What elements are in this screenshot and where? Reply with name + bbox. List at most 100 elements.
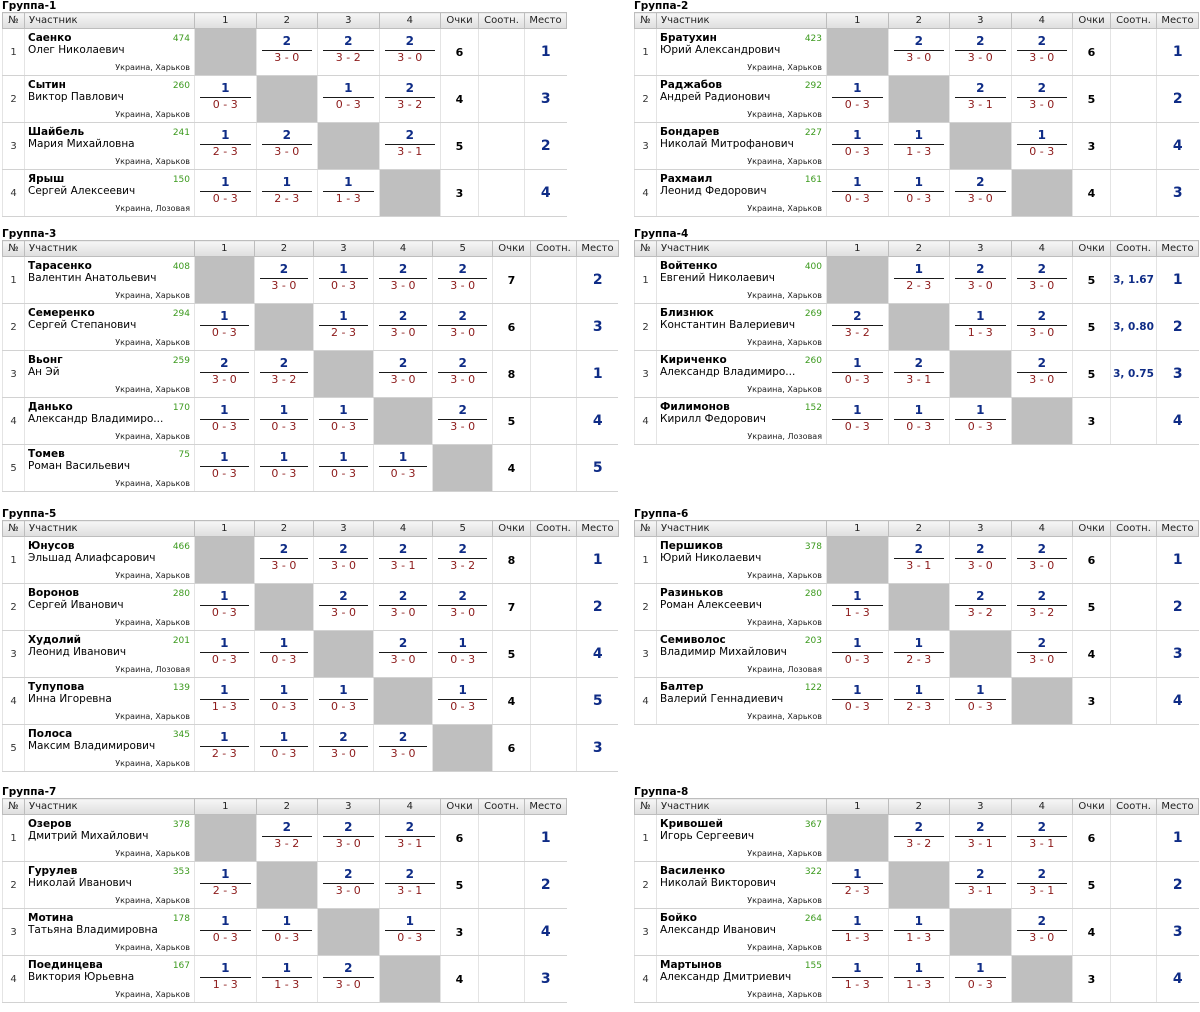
player-info: Озеров 378 Дмитрий Михайлович Украина, Харь… [28, 817, 191, 859]
match-result: 1 2 - 3 [195, 128, 256, 165]
player-rating: 378 [804, 542, 822, 552]
player-surname[interactable]: Бойко [660, 912, 697, 924]
result-divider [438, 558, 487, 559]
player-surname[interactable]: Филимонов [660, 401, 730, 413]
match-points: 2 [405, 81, 414, 95]
match-points: 1 [976, 309, 985, 323]
result-divider [893, 836, 944, 837]
player-surname[interactable]: Раджабов [660, 79, 722, 91]
group-title: Группа-5 [2, 508, 57, 520]
place-cell: 1 [524, 28, 567, 76]
match-points: 2 [220, 356, 229, 370]
result-cell: 2 3 - 0 [949, 256, 1011, 304]
match-score: 3 - 0 [967, 192, 993, 205]
player-surname[interactable]: Войтенко [660, 260, 718, 272]
player-surname[interactable]: Бондарев [660, 126, 720, 138]
result-divider [378, 652, 428, 653]
player-surname[interactable]: Мотина [28, 912, 74, 924]
result-divider [323, 977, 374, 978]
points-cell: 8 [491, 350, 531, 398]
player-surname[interactable]: Семиволос [660, 634, 726, 646]
match-result: 1 0 - 3 [255, 450, 314, 487]
player-city: Украина, Харьков [115, 338, 190, 347]
match-points: 1 [344, 81, 353, 95]
player-surname[interactable]: Братухин [660, 32, 717, 44]
match-points: 2 [344, 820, 353, 834]
place-cell: 4 [575, 397, 619, 445]
match-score: 3 - 0 [450, 279, 476, 292]
player-surname[interactable]: Ярыш [28, 173, 65, 185]
player-city: Украина, Харьков [747, 110, 822, 119]
player-first-name: Евгений Николаевич [660, 272, 775, 284]
player-rating: 75 [178, 450, 190, 460]
player-surname[interactable]: Поединцева [28, 959, 103, 971]
player-first-name: Роман Алексеевич [660, 599, 762, 611]
match-result: 1 1 - 3 [827, 914, 888, 951]
match-score: 3 - 1 [1029, 884, 1055, 897]
player-surname[interactable]: Тупупова [28, 681, 85, 693]
player-rating: 264 [804, 914, 822, 924]
player-surname[interactable]: Близнюк [660, 307, 714, 319]
player-surname[interactable]: Гурулев [28, 865, 78, 877]
player-surname[interactable]: Тарасенко [28, 260, 92, 272]
player-surname[interactable]: Томев [28, 448, 65, 460]
player-surname[interactable]: Сытин [28, 79, 66, 91]
result-cell: 1 2 - 3 [313, 303, 374, 351]
player-surname[interactable]: Полоса [28, 728, 73, 740]
player-city: Украина, Харьков [747, 571, 822, 580]
player-rating: 292 [804, 81, 822, 91]
place-cell: 2 [1156, 75, 1199, 123]
player-surname[interactable]: Худолий [28, 634, 82, 646]
player-surname[interactable]: Шайбель [28, 126, 85, 138]
player-surname[interactable]: Кириченко [660, 354, 727, 366]
player-surname[interactable]: Данько [28, 401, 73, 413]
player-surname[interactable]: Воронов [28, 587, 80, 599]
row-number: 3 [634, 122, 657, 170]
player-surname[interactable]: Першиков [660, 540, 723, 552]
player-cell: Братухин 423 Юрий Александрович Украина, Ха… [656, 28, 827, 76]
player-surname[interactable]: Саенко [28, 32, 72, 44]
player-surname[interactable]: Юнусов [28, 540, 75, 552]
match-result: 1 2 - 3 [889, 683, 950, 720]
match-result: 1 0 - 3 [314, 403, 373, 440]
ratio-cell [478, 814, 525, 862]
result-divider [893, 977, 944, 978]
match-points: 2 [1037, 356, 1046, 370]
match-points: 1 [279, 450, 289, 464]
result-cell: 2 3 - 1 [949, 75, 1011, 123]
place-cell: 1 [575, 350, 619, 398]
player-surname[interactable]: Балтер [660, 681, 704, 693]
ratio-cell [1110, 75, 1157, 123]
match-score: 3 - 0 [390, 653, 416, 666]
player-first-name: Юрий Николаевич [660, 552, 762, 564]
match-result: 1 0 - 3 [827, 81, 888, 118]
ratio-cell [529, 724, 577, 772]
player-surname[interactable]: Кривошей [660, 818, 723, 830]
player-first-name: Виктор Павлович [28, 91, 124, 103]
match-points: 1 [279, 403, 289, 417]
player-rating: 400 [804, 262, 822, 272]
player-first-name: Татьяна Владимировна [28, 924, 158, 936]
table-row: 3 Бойко 264 Александр Иванович Украина, Харь… [634, 908, 1199, 956]
result-divider [438, 278, 487, 279]
ratio-cell [529, 536, 577, 584]
player-surname[interactable]: Разиньков [660, 587, 724, 599]
result-divider [323, 836, 374, 837]
match-result: 2 3 - 0 [318, 961, 379, 998]
player-city: Украина, Лозовая [115, 665, 190, 674]
header-row: № Участник 1 2 3 4 Очки Соотн. Место [2, 12, 567, 29]
col-header-player: Участник [656, 12, 827, 29]
player-surname[interactable]: Озеров [28, 818, 72, 830]
match-points: 1 [282, 175, 291, 189]
result-cell: 1 1 - 3 [826, 583, 888, 631]
player-surname[interactable]: Мартынов [660, 959, 722, 971]
match-result: 2 3 - 0 [374, 589, 433, 626]
player-surname[interactable]: Василенко [660, 865, 726, 877]
player-surname[interactable]: Рахмаил [660, 173, 713, 185]
ratio-cell [1110, 169, 1157, 217]
match-points: 2 [1037, 542, 1046, 556]
match-score: 0 - 3 [212, 98, 238, 111]
player-surname[interactable]: Вьонг [28, 354, 63, 366]
player-surname[interactable]: Семеренко [28, 307, 95, 319]
match-result: 1 0 - 3 [195, 636, 254, 673]
